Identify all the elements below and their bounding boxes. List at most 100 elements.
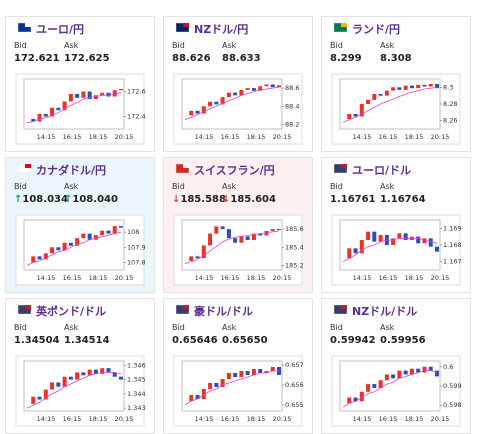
bid-price: 1.34504 bbox=[14, 335, 60, 346]
flag-icon bbox=[334, 305, 347, 314]
y-tick-label: 107.9 bbox=[127, 243, 146, 251]
x-tick-label: 16:15 bbox=[221, 133, 240, 141]
x-tick-label: 16:15 bbox=[63, 415, 82, 423]
pair-title: NZドル/ドル bbox=[352, 305, 418, 318]
candle bbox=[347, 397, 352, 404]
candle bbox=[195, 110, 200, 114]
y-tick-label: 0.6 bbox=[443, 363, 453, 371]
candle bbox=[428, 366, 433, 371]
x-tick-label: 16:15 bbox=[221, 415, 240, 423]
ask-label: Ask bbox=[380, 323, 395, 332]
y-tick-label: 108 bbox=[127, 228, 139, 236]
bid-label: Bid bbox=[330, 182, 343, 191]
candle bbox=[62, 376, 67, 387]
candle bbox=[220, 97, 225, 105]
y-tick-label: 0.657 bbox=[285, 361, 304, 369]
candle bbox=[409, 368, 414, 375]
candle bbox=[245, 371, 250, 375]
candle bbox=[359, 104, 364, 117]
ask-value: ↑108.040 bbox=[64, 194, 118, 205]
ask-label: Ask bbox=[380, 182, 395, 191]
candle bbox=[378, 94, 383, 96]
candle bbox=[100, 230, 105, 236]
ask-value: 0.65650 bbox=[222, 335, 268, 346]
pair-title: NZドル/円 bbox=[194, 23, 249, 36]
flag-part bbox=[341, 164, 347, 168]
candle bbox=[233, 92, 238, 96]
candle bbox=[31, 396, 36, 404]
candle bbox=[68, 94, 73, 102]
x-tick-label: 16:15 bbox=[221, 274, 240, 282]
candle bbox=[43, 253, 48, 260]
bid-price: 8.299 bbox=[330, 53, 362, 64]
candle bbox=[189, 256, 194, 261]
candle bbox=[112, 226, 117, 234]
bid-value: 0.59942 bbox=[330, 335, 376, 346]
x-tick-label: 14:15 bbox=[195, 415, 214, 423]
candle bbox=[422, 238, 427, 244]
candle bbox=[397, 233, 402, 239]
y-tick-label: 0.655 bbox=[285, 401, 304, 409]
candle bbox=[87, 233, 92, 240]
ask-price: 0.65650 bbox=[222, 335, 268, 346]
candle bbox=[37, 396, 42, 400]
ask-value: 1.16764 bbox=[380, 194, 426, 205]
candle bbox=[258, 233, 263, 236]
candle bbox=[264, 371, 269, 373]
currency-card: ユーロ/ドル Bid Ask 1.16761 1.16764 1.169 1.168 1.16… bbox=[321, 157, 471, 293]
mini-chart: 0.657 0.656 0.655 14:15 16:15 18:15 20:15 bbox=[173, 355, 304, 427]
moving-average bbox=[184, 230, 280, 264]
plot-area bbox=[181, 78, 283, 130]
candle bbox=[264, 230, 269, 236]
candle bbox=[258, 369, 263, 373]
pair-title: ランド/円 bbox=[352, 23, 401, 36]
bid-label: Bid bbox=[172, 41, 185, 50]
bid-label: Bid bbox=[172, 323, 185, 332]
y-tick-label: 0.598 bbox=[443, 401, 462, 409]
candle bbox=[189, 395, 194, 401]
candle bbox=[258, 86, 263, 91]
ask-value: ↓185.604 bbox=[222, 194, 276, 205]
candle bbox=[372, 384, 377, 388]
currency-card: 英ポンド/ドル Bid Ask 1.34504 1.34514 1.346 1.345 1.3… bbox=[5, 298, 155, 434]
candle bbox=[62, 101, 67, 111]
candle bbox=[50, 107, 55, 117]
bid-price: 88.626 bbox=[172, 53, 211, 64]
candle bbox=[353, 114, 358, 117]
candle bbox=[403, 233, 408, 240]
candle bbox=[75, 372, 80, 380]
candle bbox=[270, 84, 275, 88]
currency-card: NZドル/ドル Bid Ask 0.59942 0.59956 0.6 0.599 0.598… bbox=[321, 298, 471, 434]
pair-title: スイスフラン/円 bbox=[194, 164, 275, 177]
candle bbox=[366, 384, 371, 392]
y-tick-label: 8.26 bbox=[443, 117, 457, 125]
candle bbox=[277, 229, 281, 231]
candle bbox=[416, 84, 421, 89]
candle bbox=[435, 246, 439, 252]
mini-chart: 108 107.9 107.8 14:15 16:15 18:15 20:15 bbox=[15, 214, 146, 286]
ask-price: 8.308 bbox=[380, 53, 412, 64]
candle bbox=[391, 87, 396, 91]
flag-icon bbox=[18, 164, 31, 173]
candle bbox=[409, 85, 414, 89]
candle bbox=[106, 368, 111, 373]
x-tick-label: 20:15 bbox=[273, 133, 292, 141]
candle bbox=[403, 85, 408, 90]
x-tick-label: 16:15 bbox=[379, 133, 398, 141]
candle bbox=[106, 230, 111, 234]
y-tick-label: 1.167 bbox=[443, 258, 462, 266]
candle bbox=[56, 247, 61, 251]
candle bbox=[87, 369, 92, 376]
candle bbox=[208, 101, 213, 107]
candle bbox=[226, 92, 231, 98]
candle bbox=[422, 366, 427, 373]
bid-label: Bid bbox=[330, 41, 343, 50]
flag-icon bbox=[176, 305, 189, 314]
mini-chart: 185.6 185.4 185.2 14:15 16:15 18:15 20:15 bbox=[173, 214, 304, 286]
candle bbox=[50, 382, 55, 390]
bid-price: 185.588 bbox=[180, 194, 226, 205]
candle bbox=[264, 84, 269, 87]
candle bbox=[391, 238, 396, 245]
direction-arrow: ↑ bbox=[64, 194, 73, 205]
ask-label: Ask bbox=[64, 182, 79, 191]
